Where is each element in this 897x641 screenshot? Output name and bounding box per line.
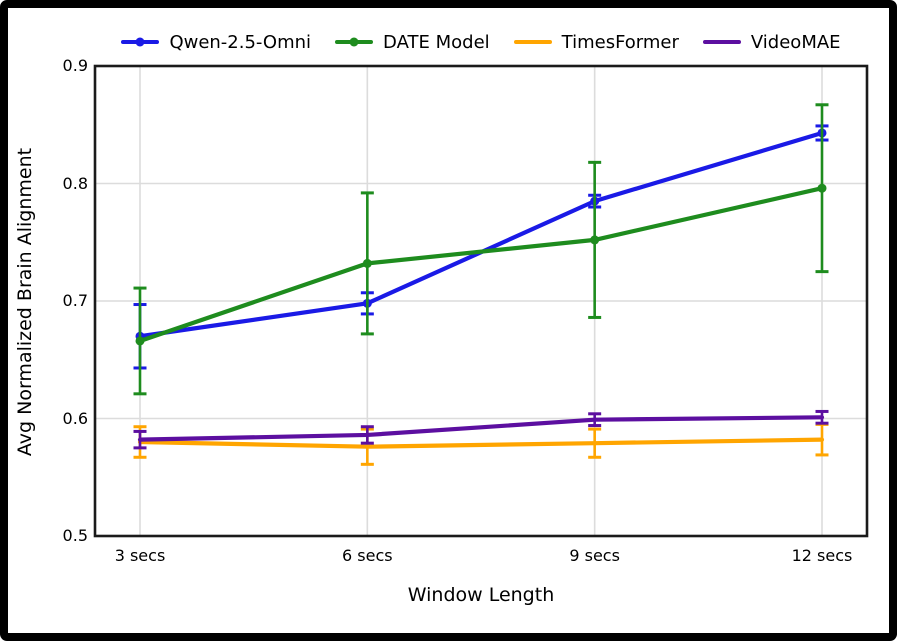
legend-marker-dot <box>349 37 359 47</box>
series-timesformer <box>133 422 829 466</box>
legend-line-swatch <box>121 37 160 47</box>
y-tick-label: 0.5 <box>62 526 88 545</box>
series-date-model <box>133 103 829 396</box>
x-tick-label: 9 secs <box>569 546 620 565</box>
legend-line-swatch <box>335 37 374 47</box>
legend-item-qwen: Qwen-2.5-Omni <box>121 32 311 53</box>
legend-label: DATE Model <box>383 31 490 53</box>
x-tick-label: 6 secs <box>342 546 393 565</box>
gridlines <box>95 66 867 536</box>
x-axis-label: Window Length <box>407 584 555 606</box>
x-tick-label: 12 secs <box>791 546 853 565</box>
series-videomae <box>133 409 829 450</box>
x-tick-label: 3 secs <box>114 546 166 565</box>
plot-frame <box>93 64 869 538</box>
legend-label: TimesFormer <box>561 31 679 53</box>
legend-label: VideoMAE <box>750 31 841 53</box>
legend-line-swatch <box>702 40 741 44</box>
legend-item-timesformer: TimesFormer <box>513 31 679 53</box>
y-tick-label: 0.6 <box>62 408 88 428</box>
series-qwen-2-5-omni <box>133 124 829 370</box>
legend-label: Qwen-2.5-Omni <box>169 31 312 53</box>
y-tick-label: 0.9 <box>62 56 88 75</box>
legend-line-swatch <box>513 40 552 44</box>
y-tick-label: 0.7 <box>62 291 88 310</box>
y-tick-label: 0.8 <box>62 173 88 193</box>
legend-item-videomae: VideoMAE <box>702 31 841 53</box>
legend-marker-dot <box>135 37 145 47</box>
legend-item-date-model: DATE Model <box>335 32 490 53</box>
legend: Qwen-2.5-Omni DATE Model TimesFormer Vid… <box>95 26 867 58</box>
